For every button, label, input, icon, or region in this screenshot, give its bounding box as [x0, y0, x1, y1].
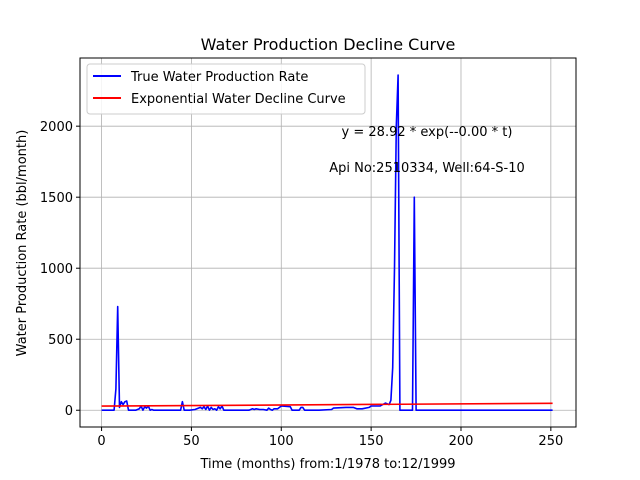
x-axis-label: Time (months) from:1/1978 to:12/1999 [199, 457, 455, 472]
x-tick-label: 250 [538, 434, 563, 449]
x-tick-label: 150 [359, 434, 384, 449]
legend-label-exponential-curve: Exponential Water Decline Curve [131, 92, 346, 107]
plot-area [101, 74, 553, 412]
legend-box [86, 63, 366, 115]
chart-title: Water Production Decline Curve [201, 35, 456, 54]
x-tick-label: 100 [269, 434, 294, 449]
x-tick-label: 200 [449, 434, 474, 449]
y-tick-label: 0 [65, 404, 73, 419]
legend: True Water Production Rate Exponential W… [86, 63, 366, 115]
legend-label-true-rate: True Water Production Rate [130, 70, 308, 85]
y-axis-label: Water Production Rate (bbl/month) [15, 130, 30, 357]
y-tick-label: 1000 [40, 262, 73, 277]
well-annotation: Api No:2510334, Well:64-S-10 [329, 161, 525, 176]
axes-frame [79, 57, 577, 428]
series-line-true-rate [101, 74, 553, 412]
y-tick-label: 500 [48, 333, 73, 348]
series-line-exponential-curve [101, 402, 553, 407]
x-axis-ticks: 0 50 100 150 200 250 [97, 427, 563, 449]
y-tick-label: 2000 [40, 120, 73, 135]
y-tick-label: 1500 [40, 191, 73, 206]
equation-annotation: y = 28.92 * exp(--0.00 * t) [342, 125, 513, 140]
y-axis-ticks: 0 500 1000 1500 2000 [40, 120, 80, 419]
x-tick-label: 0 [97, 434, 105, 449]
x-tick-label: 50 [183, 434, 200, 449]
